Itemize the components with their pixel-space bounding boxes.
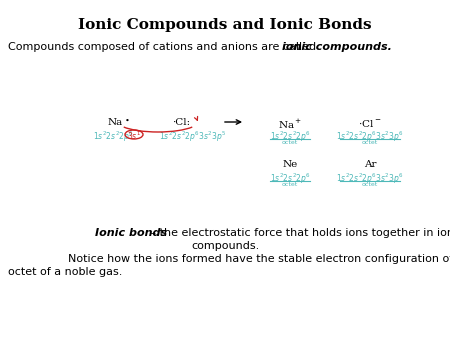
Text: $1s^22s^22p^6$: $1s^22s^22p^6$: [93, 130, 134, 144]
Text: $\cdot$Cl$^-$: $\cdot$Cl$^-$: [358, 118, 382, 129]
Text: ionic compounds.: ionic compounds.: [282, 42, 392, 52]
Text: Ionic bonds: Ionic bonds: [95, 228, 167, 238]
Text: Compounds composed of cations and anions are called: Compounds composed of cations and anions…: [8, 42, 320, 52]
Text: Na$^+$: Na$^+$: [278, 118, 302, 131]
Text: Ar: Ar: [364, 160, 376, 169]
Text: – the electrostatic force that holds ions together in ionic: – the electrostatic force that holds ion…: [147, 228, 450, 238]
Text: octet of a noble gas.: octet of a noble gas.: [8, 267, 122, 277]
Text: compounds.: compounds.: [191, 241, 259, 251]
Text: $1s^22s^22p^63s^23p^6$: $1s^22s^22p^63s^23p^6$: [336, 130, 404, 144]
Text: octet: octet: [282, 182, 298, 187]
Text: $1s^22s^22p^6$: $1s^22s^22p^6$: [270, 130, 310, 144]
Text: Ne: Ne: [283, 160, 297, 169]
Text: $1s^22s^22p^63s^23p^5$: $1s^22s^22p^63s^23p^5$: [159, 130, 227, 144]
Text: ·Cl:: ·Cl:: [172, 118, 190, 127]
Text: Ionic Compounds and Ionic Bonds: Ionic Compounds and Ionic Bonds: [78, 18, 372, 32]
Text: octet: octet: [362, 182, 378, 187]
Text: $1s^22s^22p^63s^23p^6$: $1s^22s^22p^63s^23p^6$: [336, 172, 404, 186]
Text: Notice how the ions formed have the stable electron configuration of the: Notice how the ions formed have the stab…: [68, 254, 450, 264]
Text: Na: Na: [108, 118, 122, 127]
Text: octet: octet: [362, 140, 378, 145]
Text: •: •: [125, 117, 130, 125]
Text: octet: octet: [282, 140, 298, 145]
Text: $1s^22s^22p^6$: $1s^22s^22p^6$: [270, 172, 310, 186]
Text: $3s^1$: $3s^1$: [127, 130, 141, 142]
